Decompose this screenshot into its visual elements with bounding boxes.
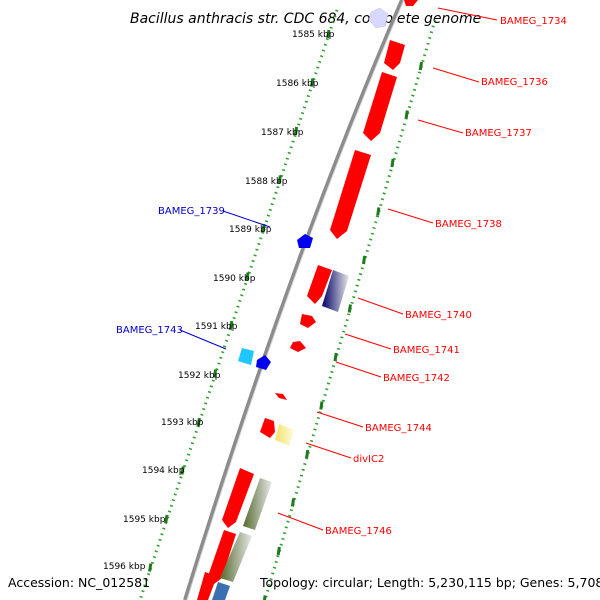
gene-shade-olive-2 xyxy=(220,532,252,582)
genome-stats-text: Topology: circular; Length: 5,230,115 bp… xyxy=(259,575,600,590)
leader-line xyxy=(305,442,352,459)
gene-label-bameg-1738[interactable]: BAMEG_1738 xyxy=(435,219,502,230)
gene-label-bameg-1740[interactable]: BAMEG_1740 xyxy=(405,310,472,321)
tick-mark xyxy=(418,61,424,71)
gene-arrow-bameg-1746[interactable] xyxy=(222,468,254,528)
tick-label: 1587 kbp xyxy=(261,128,304,138)
tick-mark xyxy=(148,563,153,572)
tick-mark xyxy=(262,595,267,600)
gene-arrow-bameg-1740[interactable] xyxy=(307,265,332,304)
gene-arrow-bameg-1742[interactable] xyxy=(290,341,306,352)
tick-label: 1588 kbp xyxy=(245,177,288,187)
gene-arrow-bameg-1743[interactable] xyxy=(238,348,254,365)
gene-arrow-bameg-1739[interactable] xyxy=(297,234,313,248)
gene-label-bameg-1744[interactable]: BAMEG_1744 xyxy=(365,423,432,434)
gene-label-bameg-1737[interactable]: BAMEG_1737 xyxy=(465,128,532,139)
gene-label-bameg-1742[interactable]: BAMEG_1742 xyxy=(383,373,450,384)
leader-line xyxy=(432,67,480,83)
tick-mark xyxy=(326,29,331,39)
gene-arrow-bameg-1737[interactable] xyxy=(363,72,397,141)
gene-arrow-faded[interactable] xyxy=(368,7,389,29)
tick-mark xyxy=(245,272,250,281)
gene-label-bameg-1743[interactable]: BAMEG_1743 xyxy=(116,325,183,336)
tick-mark xyxy=(404,110,409,119)
tick-label: 1585 kbp xyxy=(292,30,335,40)
gene-arrow-bameg-1736[interactable] xyxy=(384,40,405,70)
tick-mark xyxy=(290,498,296,507)
tick-mark xyxy=(347,304,352,313)
gene-label-bameg-1739[interactable]: BAMEG_1739 xyxy=(158,206,225,217)
gene-arrow-bameg-1738[interactable] xyxy=(330,150,371,239)
gene-label-bameg-1741[interactable]: BAMEG_1741 xyxy=(393,345,460,356)
gene-arrow-bottom[interactable] xyxy=(197,572,217,600)
tick-label: 1594 kbp xyxy=(142,466,185,476)
leader-line xyxy=(316,411,364,428)
gene-shade-bameg-1740 xyxy=(322,270,349,312)
gene-label-bameg-1734[interactable]: BAMEG_1734 xyxy=(500,16,567,27)
accession-text: Accession: NC_012581 xyxy=(8,575,150,590)
tick-label: 1596 kbp xyxy=(103,562,146,572)
tick-mark xyxy=(276,546,281,556)
gene-shade-steel xyxy=(212,582,230,600)
tick-tracks xyxy=(138,9,437,600)
gene-arrow-bameg-1734[interactable] xyxy=(404,0,418,6)
gene-label-bameg-1736[interactable]: BAMEG_1736 xyxy=(481,77,548,88)
gene-arrow-bameg-1743-b[interactable] xyxy=(256,355,271,370)
leader-line xyxy=(344,333,392,350)
gene-shade-divic2[interactable] xyxy=(275,424,294,446)
tick-mark xyxy=(390,158,395,168)
leader-lines xyxy=(179,7,498,531)
tick-mark xyxy=(180,466,185,475)
tick-mark xyxy=(319,401,324,410)
tick-mark xyxy=(305,449,310,459)
tick-label: 1593 kbp xyxy=(161,418,204,428)
gene-arrow-small[interactable] xyxy=(275,393,287,400)
tick-mark xyxy=(164,514,169,524)
gene-arrow-bameg-1746-b[interactable] xyxy=(208,530,236,584)
gene-shade-olive-1 xyxy=(243,478,272,530)
map-title: Bacillus anthracis str. CDC 684, complet… xyxy=(130,11,481,27)
leader-line xyxy=(437,7,498,21)
gene-arrow-bameg-1741[interactable] xyxy=(300,314,316,328)
leader-line xyxy=(222,210,271,228)
leader-line xyxy=(357,297,404,315)
gene-label-divic2[interactable]: divIC2 xyxy=(353,454,384,465)
leader-line xyxy=(417,119,464,134)
tick-mark xyxy=(333,352,338,362)
leader-line xyxy=(387,208,434,224)
tick-label: 1591 kbp xyxy=(195,322,238,332)
tick-mark xyxy=(212,369,218,378)
tick-marks xyxy=(148,29,424,600)
leader-line xyxy=(179,329,227,350)
gene-features xyxy=(197,0,418,600)
leader-line xyxy=(335,361,382,378)
tick-label: 1589 kbp xyxy=(229,225,272,235)
tick-mark xyxy=(293,126,299,136)
tick-mark xyxy=(277,175,282,184)
genome-backbone-highlight xyxy=(186,0,405,600)
tick-mark xyxy=(361,255,367,265)
tick-label: 1592 kbp xyxy=(178,371,221,381)
tick-labels: 1585 kbp 1586 kbp 1587 kbp 1588 kbp 1589… xyxy=(103,30,335,572)
gene-arrow-bameg-1744[interactable] xyxy=(260,418,275,438)
gene-labels: BAMEG_1734 BAMEG_1736 BAMEG_1737 BAMEG_1… xyxy=(116,16,567,537)
leader-line xyxy=(277,512,324,531)
gene-label-bameg-1746[interactable]: BAMEG_1746 xyxy=(325,526,392,537)
tick-label: 1590 kbp xyxy=(213,274,256,284)
tick-label: 1595 kbp xyxy=(123,515,166,525)
tick-mark xyxy=(229,320,234,330)
tick-mark xyxy=(310,78,315,87)
tick-label: 1586 kbp xyxy=(276,79,319,89)
genome-backbone xyxy=(183,0,404,600)
tick-mark xyxy=(196,417,201,427)
tick-mark xyxy=(376,207,381,216)
